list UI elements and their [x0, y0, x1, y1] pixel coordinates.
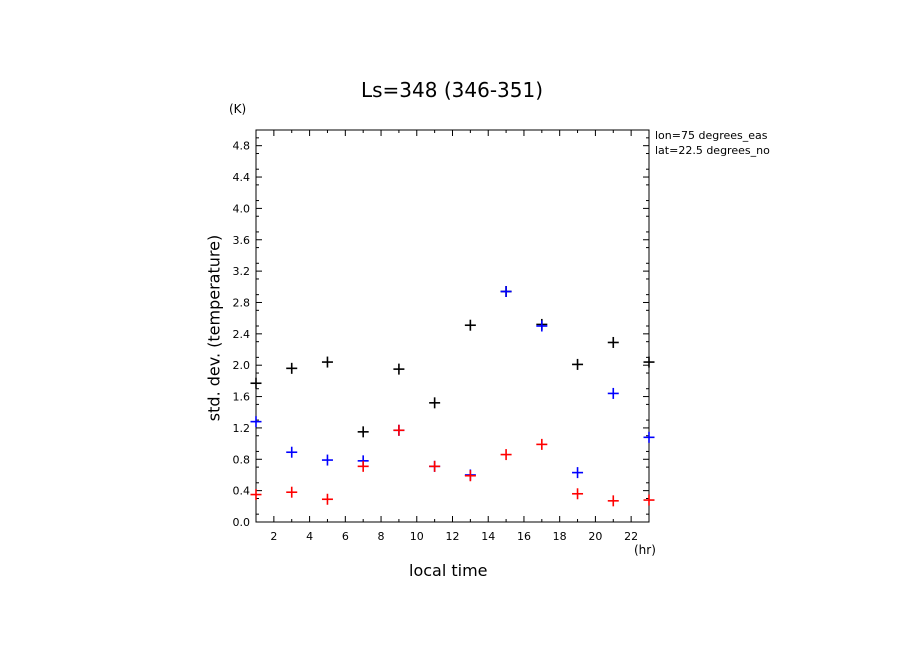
y-tick-label: 4.4: [233, 171, 251, 184]
data-point: [321, 356, 333, 368]
data-point: [321, 454, 333, 466]
data-point: [393, 363, 405, 375]
x-axis-unit: (hr): [634, 543, 656, 557]
data-point: [286, 486, 298, 498]
x-axis-label: local time: [409, 561, 488, 580]
y-tick-label: 3.6: [233, 234, 251, 247]
chart-title: Ls=348 (346-351): [360, 78, 544, 102]
x-tick-label: 6: [342, 530, 349, 543]
data-point: [464, 470, 476, 482]
y-tick-label: 1.6: [233, 391, 251, 404]
y-tick-label: 0.8: [233, 453, 251, 466]
data-point: [357, 426, 369, 438]
data-point: [536, 320, 548, 332]
y-tick-label: 2.4: [233, 328, 251, 341]
data-point: [250, 416, 262, 428]
y-tick-label: 4.0: [233, 202, 251, 215]
data-point: [286, 446, 298, 458]
latitude-annotation: lat=22.5 degrees_no: [655, 144, 770, 157]
data-point: [607, 387, 619, 399]
data-point: [429, 460, 441, 472]
data-point: [643, 356, 655, 368]
data-point: [607, 336, 619, 348]
x-tick-label: 2: [270, 530, 277, 543]
y-tick-label: 3.2: [233, 265, 251, 278]
y-tick-label: 1.2: [233, 422, 251, 435]
data-point: [429, 397, 441, 409]
data-point: [572, 358, 584, 370]
longitude-annotation: lon=75 degrees_eas: [655, 129, 768, 142]
x-tick-label: 10: [410, 530, 424, 543]
x-tick-label: 14: [481, 530, 495, 543]
y-tick-label: 4.8: [233, 140, 251, 153]
x-tick-label: 8: [378, 530, 385, 543]
x-tick-label: 4: [306, 530, 313, 543]
data-point: [572, 488, 584, 500]
plot-frame: [255, 129, 650, 523]
y-tick-label: 2.8: [233, 296, 251, 309]
data-point: [607, 495, 619, 507]
data-point: [393, 424, 405, 436]
x-tick-label: 12: [446, 530, 460, 543]
y-axis-unit: (K): [229, 102, 247, 116]
data-point: [286, 362, 298, 374]
data-point: [500, 286, 512, 298]
data-point: [572, 467, 584, 479]
data-point: [643, 431, 655, 443]
data-point: [321, 493, 333, 505]
data-point: [250, 377, 262, 389]
data-point: [643, 494, 655, 506]
x-tick-label: 16: [517, 530, 531, 543]
x-tick-label: 22: [624, 530, 638, 543]
data-point: [250, 489, 262, 501]
y-tick-label: 0.0: [233, 516, 251, 529]
data-point: [536, 438, 548, 450]
x-tick-label: 18: [553, 530, 567, 543]
data-point: [464, 319, 476, 331]
data-point: [500, 449, 512, 461]
data-point: [357, 460, 369, 472]
x-tick-label: 20: [588, 530, 602, 543]
y-tick-label: 0.4: [233, 485, 251, 498]
y-tick-label: 2.0: [233, 359, 251, 372]
